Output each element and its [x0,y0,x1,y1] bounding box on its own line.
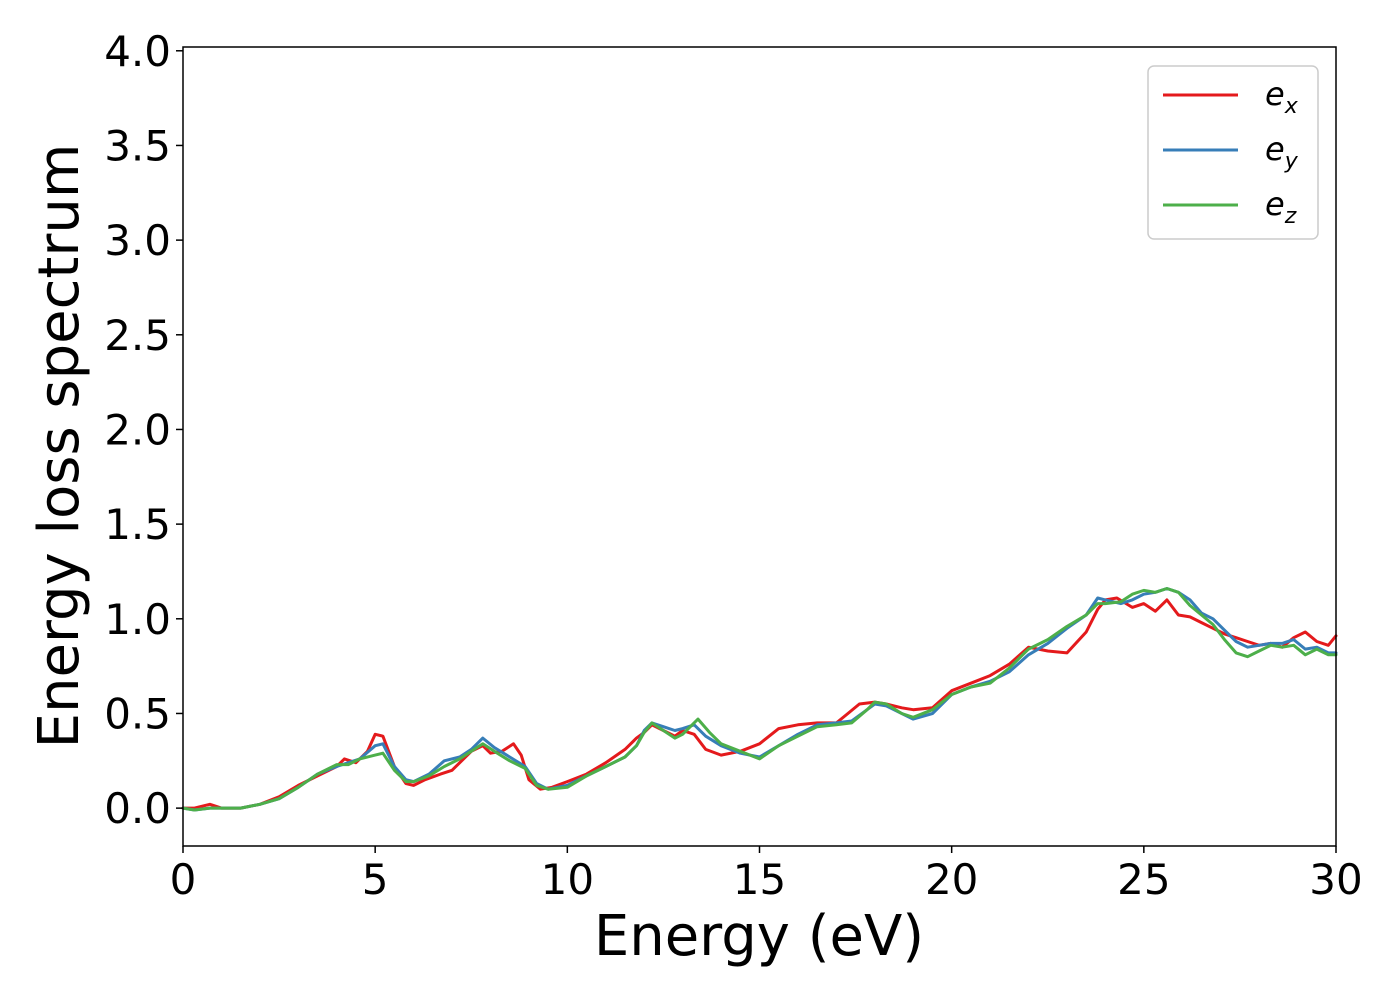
y-tick-label: 4.0 [104,27,171,76]
y-axis-title: Energy loss spectrum [27,144,92,749]
legend-box [1147,65,1319,240]
x-tick-label: 10 [541,855,594,904]
legend-label-x: ex [1265,75,1299,119]
y-tick-label: 1.5 [104,500,171,549]
y-axis-ticks: 0.0 0.5 1.0 1.5 2.0 2.5 3.0 3.5 4.0 [104,27,183,833]
y-tick-label: 1.0 [104,595,171,644]
x-tick-label: 25 [1117,855,1170,904]
x-tick-label: 15 [733,855,786,904]
y-tick-label: 3.0 [104,216,171,265]
x-axis-title: Energy (eV) [594,904,924,969]
legend-label-y: ey [1265,130,1299,174]
series-line-x [181,596,1338,810]
x-tick-label: 5 [362,855,389,904]
x-tick-label: 30 [1309,855,1362,904]
series-line-z [181,587,1338,812]
legend-label-z: ez [1265,185,1297,229]
y-tick-label: 3.5 [104,121,171,170]
series-layer [181,587,1338,812]
y-tick-label: 2.5 [104,311,171,360]
x-axis-ticks: 0 5 10 15 20 25 30 [170,846,1363,904]
y-tick-label: 0.0 [104,784,171,833]
x-tick-label: 20 [925,855,978,904]
y-tick-label: 2.0 [104,405,171,454]
plot-background [183,47,1336,846]
legend: ex ey ez [1147,65,1319,240]
y-tick-label: 0.5 [104,689,171,738]
x-tick-label: 0 [170,855,197,904]
